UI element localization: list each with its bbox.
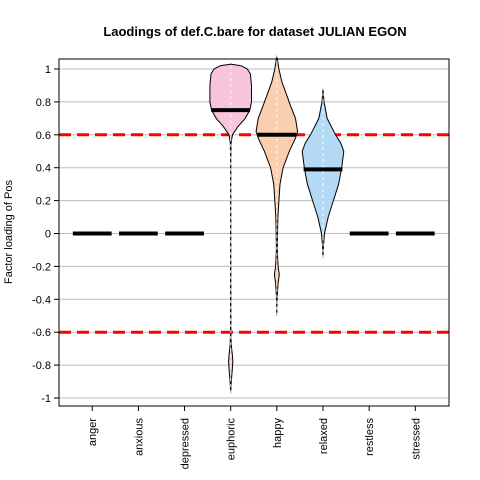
y-axis: -1 -0.8 -0.6 -0.4 -0.2 0 0.2 0.4 0.6 0.8 1 xyxy=(32,64,59,405)
y-tick-label-5: 0 xyxy=(45,229,51,241)
x-tick-label-happy: happy xyxy=(272,418,284,448)
x-tick-label-depressed: depressed xyxy=(180,418,192,469)
y-axis-label: Factor loading of Pos xyxy=(3,180,15,284)
y-tick-label-8: 0.6 xyxy=(36,130,51,142)
x-tick-label-stressed: stressed xyxy=(410,418,422,460)
x-tick-label-euphoric: euphoric xyxy=(226,418,238,461)
y-tick-label-10: 1 xyxy=(45,64,51,76)
x-tick-label-anxious: anxious xyxy=(133,418,145,456)
y-tick-label-1: -0.8 xyxy=(32,360,51,372)
x-tick-label-restless: restless xyxy=(364,418,376,456)
chart-title: Laodings of def.C.bare for dataset JULIA… xyxy=(103,24,406,39)
y-tick-label-4: -0.2 xyxy=(32,261,51,273)
plot-area xyxy=(58,58,450,407)
y-tick-label-7: 0.4 xyxy=(36,163,51,175)
grid-lines xyxy=(59,68,449,399)
y-tick-label-6: 0.2 xyxy=(36,196,51,208)
y-tick-label-3: -0.4 xyxy=(32,294,51,306)
x-tick-label-anger: anger xyxy=(87,418,99,446)
y-tick-label-2: -0.6 xyxy=(32,327,51,339)
median-bars xyxy=(72,108,435,236)
y-tick-label-0: -1 xyxy=(41,393,51,405)
violin-happy xyxy=(255,55,299,316)
violins xyxy=(209,55,345,394)
x-axis: anger anxious depressed euphoric happy relaxe… xyxy=(87,406,422,469)
y-tick-label-9: 0.8 xyxy=(36,97,51,109)
x-tick-label-relaxed: relaxed xyxy=(318,418,330,454)
reference-lines xyxy=(59,133,449,334)
